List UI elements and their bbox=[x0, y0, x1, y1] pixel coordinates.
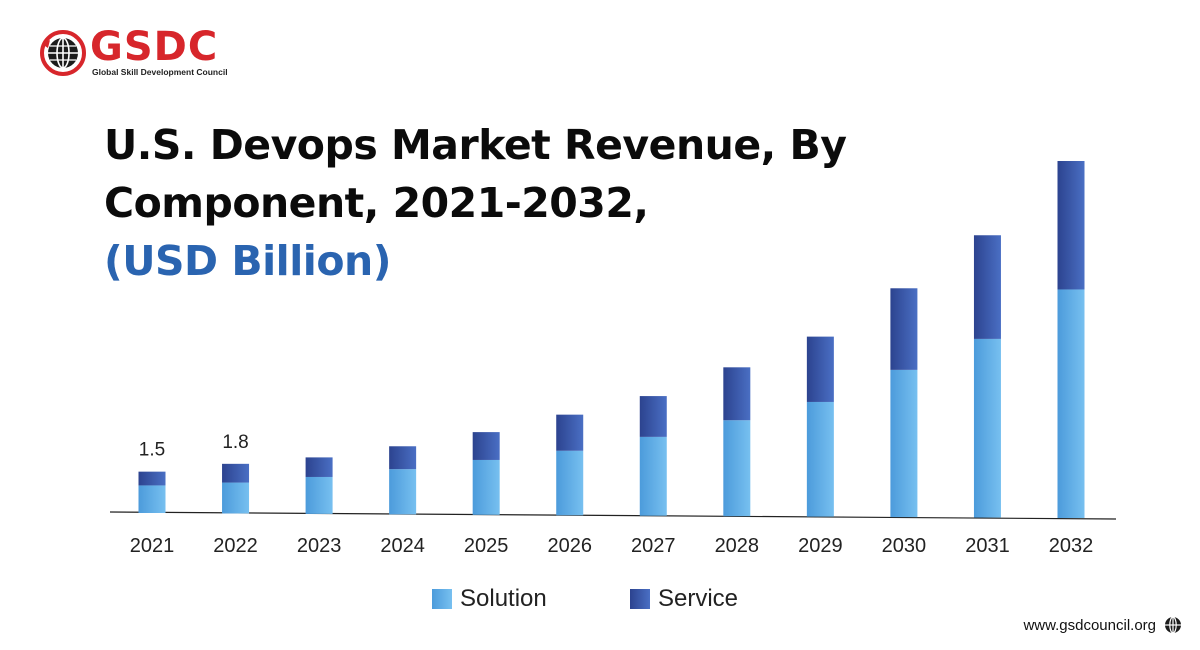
logo-tagline: Global Skill Development Council bbox=[92, 67, 228, 77]
footer: www.gsdcouncil.org bbox=[1023, 616, 1182, 634]
bar-service-2029 bbox=[806, 336, 834, 402]
chart-title: U.S. Devops Market Revenue, By Component… bbox=[104, 116, 924, 290]
x-tick-2021: 2021 bbox=[130, 535, 175, 557]
legend-item-solution: Solution bbox=[432, 585, 547, 613]
legend-label-solution: Solution bbox=[460, 585, 547, 612]
bar-solution-2023 bbox=[305, 476, 333, 514]
x-tick-2027: 2027 bbox=[631, 535, 676, 557]
x-tick-2022: 2022 bbox=[213, 535, 258, 557]
bar-service-2027 bbox=[639, 396, 667, 437]
website-link[interactable]: www.gsdcouncil.org bbox=[1023, 616, 1156, 634]
x-axis-line bbox=[109, 511, 1117, 520]
bar-service-2023 bbox=[305, 457, 333, 477]
x-tick-2032: 2032 bbox=[1049, 535, 1094, 557]
globe-icon bbox=[1165, 616, 1181, 634]
legend-label-service: Service bbox=[658, 585, 739, 612]
globe-logo-icon bbox=[40, 30, 86, 76]
x-tick-2028: 2028 bbox=[715, 535, 760, 557]
x-tick-2026: 2026 bbox=[547, 535, 592, 557]
bar-service-2025 bbox=[472, 432, 500, 460]
bar-solution-2021 bbox=[138, 485, 166, 513]
gsdc-logo: GSDC Global Skill Development Council bbox=[38, 24, 238, 82]
bar-solution-2031 bbox=[973, 338, 1001, 518]
bar-service-2031 bbox=[973, 235, 1001, 339]
x-tick-labels: 2021 2022 2023 2024 2025 2026 2027 2028 2029 2030… bbox=[130, 535, 1094, 557]
x-tick-2029: 2029 bbox=[798, 535, 843, 557]
logo-brand: GSDC bbox=[90, 24, 219, 70]
bar-service-2030 bbox=[890, 288, 918, 370]
bar-solution-2030 bbox=[890, 369, 918, 518]
bar-solution-2027 bbox=[639, 436, 667, 516]
legend-swatch-service bbox=[630, 589, 650, 609]
x-tick-2024: 2024 bbox=[380, 535, 425, 557]
bar-solution-2025 bbox=[472, 459, 500, 515]
bar-solution-2022 bbox=[222, 482, 250, 514]
bars-group bbox=[138, 161, 1085, 518]
x-tick-2031: 2031 bbox=[965, 535, 1010, 557]
legend-swatch-solution bbox=[432, 589, 452, 609]
bar-service-2021 bbox=[138, 471, 166, 486]
data-labels: 1.5 1.8 bbox=[139, 432, 249, 461]
x-tick-2030: 2030 bbox=[882, 535, 927, 557]
bar-solution-2024 bbox=[389, 469, 417, 515]
bar-service-2032 bbox=[1057, 161, 1085, 290]
bar-solution-2029 bbox=[806, 401, 834, 517]
bar-service-2022 bbox=[222, 463, 250, 483]
data-label-2021: 1.5 bbox=[139, 440, 165, 461]
bar-service-2024 bbox=[389, 446, 417, 470]
title-line-2: Component, 2021-2032, bbox=[104, 179, 649, 227]
data-label-2022: 1.8 bbox=[222, 432, 248, 453]
x-tick-2023: 2023 bbox=[297, 535, 342, 557]
x-tick-2025: 2025 bbox=[464, 535, 509, 557]
bar-solution-2026 bbox=[556, 450, 584, 516]
bar-solution-2028 bbox=[723, 420, 751, 517]
bar-service-2026 bbox=[556, 414, 584, 451]
title-unit: (USD Billion) bbox=[104, 237, 391, 285]
title-line-1: U.S. Devops Market Revenue, By bbox=[104, 121, 847, 169]
bar-solution-2032 bbox=[1057, 289, 1085, 518]
bar-service-2028 bbox=[723, 367, 751, 421]
legend-item-service: Service bbox=[630, 585, 738, 613]
